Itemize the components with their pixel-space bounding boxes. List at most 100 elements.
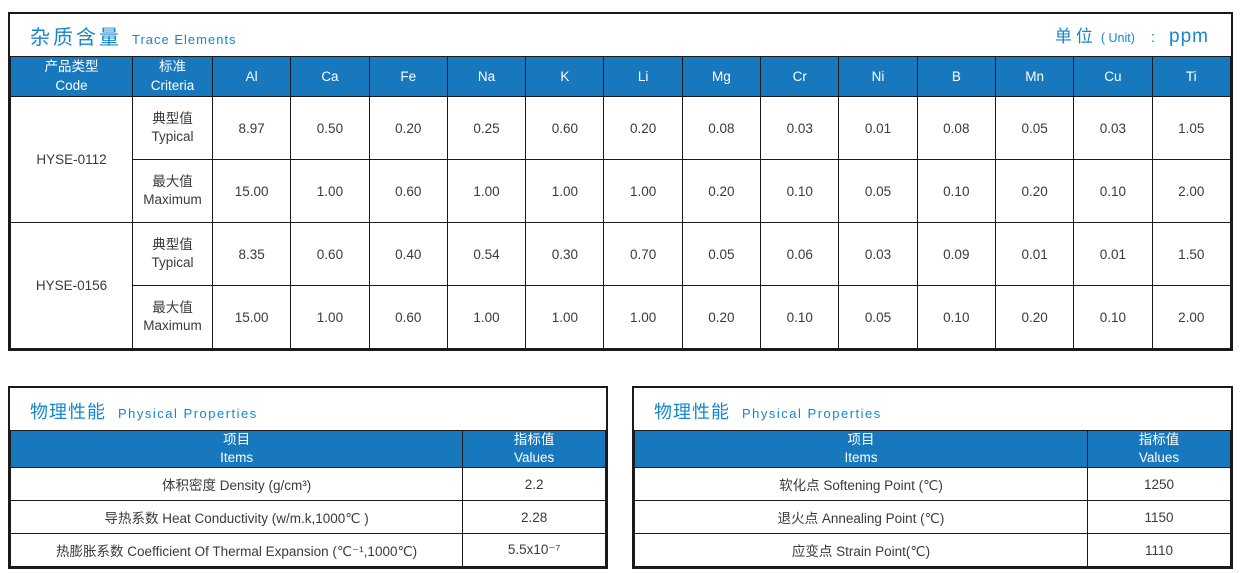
col-header-element: Ti xyxy=(1151,56,1232,97)
col-header-criteria-en: Criteria xyxy=(150,77,195,93)
trace-value-cell: 0.05 xyxy=(681,222,762,286)
trace-value-cell: 0.20 xyxy=(603,96,683,160)
criteria-cell: 典型值 Typical xyxy=(132,222,213,286)
col-header-element: K xyxy=(525,56,605,97)
trace-value-cell: 15.00 xyxy=(211,285,292,349)
table-row: HYSE-0112 典型值 Typical 8.97 0.50 0.20 0.2… xyxy=(10,96,1232,223)
criteria-en: Maximum xyxy=(143,318,202,333)
trace-value-cell: 0.20 xyxy=(368,96,448,160)
trace-value-cell: 0.10 xyxy=(760,159,840,223)
trace-value-cell: 0.03 xyxy=(838,222,918,286)
trace-value-cell: 0.20 xyxy=(994,159,1075,223)
table-row: HYSE-0156 典型值 Typical 8.35 0.60 0.40 0.5… xyxy=(10,222,1232,349)
col-header-values: 指标值 Values xyxy=(1086,429,1232,469)
table-row: 热膨胀系数 Coefficient Of Thermal Expansion (… xyxy=(9,533,606,568)
col-header-values: 指标值 Values xyxy=(462,429,606,469)
trace-section-titlebar: 杂质含量 Trace Elements 单位 ( Unit) : ppm xyxy=(10,14,1231,56)
trace-section-title: 杂质含量 Trace Elements xyxy=(30,21,237,50)
trace-value-cell: 1.00 xyxy=(603,159,683,223)
col-header-code-zh: 产品类型 xyxy=(44,59,99,75)
col-header-element: Li xyxy=(603,56,683,97)
unit-value: ppm xyxy=(1169,26,1209,47)
col-header-element: Mn xyxy=(994,56,1075,97)
col-header-element: Fe xyxy=(368,56,448,97)
trace-value-cell: 0.60 xyxy=(525,96,605,160)
col-header-criteria: 标准 Criteria xyxy=(132,56,213,97)
trace-value-cell: 0.09 xyxy=(916,222,996,286)
col-header-values-zh: 指标值 xyxy=(513,432,555,447)
physical-properties-section-right: 物理性能 Physical Properties 项目 Items 指标值 xyxy=(632,386,1233,570)
property-value-cell: 2.2 xyxy=(462,467,606,502)
trace-elements-section: 杂质含量 Trace Elements 单位 ( Unit) : ppm 产品类… xyxy=(8,12,1233,351)
property-item-cell: 软化点 Softening Point (℃) xyxy=(634,467,1088,502)
trace-value-cell: 1.00 xyxy=(603,285,683,349)
unit-en: ( Unit) xyxy=(1100,31,1135,45)
col-header-element: Mg xyxy=(681,56,762,97)
property-item-cell: 体积密度 Density (g/cm³) xyxy=(9,467,464,502)
criteria-zh: 典型值 xyxy=(152,236,193,252)
col-header-values-en: Values xyxy=(1138,450,1180,466)
table-row: 体积密度 Density (g/cm³) 2.2 xyxy=(9,467,606,502)
unit-zh: 单位 xyxy=(1054,27,1097,46)
trace-value-cell: 1.50 xyxy=(1151,222,1232,286)
col-header-code-en: Code xyxy=(55,77,88,93)
trace-title-zh: 杂质含量 xyxy=(30,26,122,49)
col-header-items: 项目 Items xyxy=(9,429,464,469)
physical-left-title-zh: 物理性能 xyxy=(30,402,106,422)
criteria-cell: 最大值 Maximum xyxy=(132,285,213,349)
criteria-zh: 最大值 xyxy=(152,173,193,189)
col-header-element: Cu xyxy=(1073,56,1153,97)
trace-value-cell: 1.00 xyxy=(525,285,605,349)
col-header-items-en: Items xyxy=(844,450,878,466)
col-header-element: Ca xyxy=(290,56,370,97)
col-header-element: Na xyxy=(446,56,527,97)
col-header-values-zh: 指标值 xyxy=(1138,432,1180,447)
trace-value-cell: 0.10 xyxy=(916,285,996,349)
table-row: 退火点 Annealing Point (℃) 1150 xyxy=(634,500,1232,535)
unit-colon: : xyxy=(1150,29,1156,46)
trace-value-cell: 0.10 xyxy=(760,285,840,349)
physical-left-titlebar: 物理性能 Physical Properties xyxy=(10,388,606,430)
property-value-cell: 5.5x10⁻⁷ xyxy=(462,533,606,568)
trace-elements-table: 产品类型 Code 标准 Criteria Al Ca Fe Na K Li M… xyxy=(10,56,1232,349)
trace-value-cell: 0.60 xyxy=(290,222,370,286)
trace-value-cell: 0.03 xyxy=(1073,96,1153,160)
property-item-cell: 退火点 Annealing Point (℃) xyxy=(634,500,1088,535)
trace-value-cell: 0.10 xyxy=(1073,285,1153,349)
property-item-cell: 导热系数 Heat Conductivity (w/m.k,1000℃ ) xyxy=(9,500,464,535)
property-item-cell: 热膨胀系数 Coefficient Of Thermal Expansion (… xyxy=(9,533,464,568)
product-code-cell: HYSE-0112 xyxy=(10,96,133,223)
trace-value-cell: 0.05 xyxy=(838,159,918,223)
col-header-values-en: Values xyxy=(513,450,555,466)
trace-value-cell: 1.00 xyxy=(290,159,370,223)
trace-value-cell: 0.01 xyxy=(994,222,1075,286)
trace-value-cell: 0.40 xyxy=(368,222,448,286)
trace-value-cell: 0.05 xyxy=(994,96,1075,160)
physical-right-table: 项目 Items 指标值 Values 软化点 Softening Point … xyxy=(634,429,1232,568)
table-row: 应变点 Strain Point(℃) 1110 xyxy=(634,533,1232,568)
criteria-en: Maximum xyxy=(143,192,202,207)
trace-value-cell: 0.20 xyxy=(681,159,762,223)
trace-value-cell: 0.03 xyxy=(760,96,840,160)
col-header-items-zh: 项目 xyxy=(847,432,875,447)
trace-value-cell: 0.50 xyxy=(290,96,370,160)
trace-value-cell: 0.10 xyxy=(916,159,996,223)
col-header-element: B xyxy=(916,56,996,97)
trace-value-cell: 0.70 xyxy=(603,222,683,286)
criteria-en: Typical xyxy=(151,129,194,144)
physical-properties-section-left: 物理性能 Physical Properties 项目 Items 指标值 xyxy=(8,386,608,570)
trace-value-cell: 1.00 xyxy=(446,159,527,223)
table-row: 最大值 Maximum 15.00 1.00 0.60 1.00 1.00 1.… xyxy=(11,285,1232,349)
trace-value-cell: 0.60 xyxy=(368,159,448,223)
criteria-zh: 典型值 xyxy=(152,110,193,126)
property-value-cell: 2.28 xyxy=(462,500,606,535)
col-header-criteria-zh: 标准 xyxy=(159,59,186,75)
property-item-cell: 应变点 Strain Point(℃) xyxy=(634,533,1088,568)
col-header-items: 项目 Items xyxy=(634,429,1088,469)
col-header-code: 产品类型 Code xyxy=(10,56,133,97)
physical-right-title-en: Physical Properties xyxy=(742,406,882,421)
trace-value-cell: 8.97 xyxy=(211,96,292,160)
physical-right-titlebar: 物理性能 Physical Properties xyxy=(634,388,1231,430)
trace-value-cell: 0.06 xyxy=(760,222,840,286)
property-value-cell: 1150 xyxy=(1086,500,1232,535)
